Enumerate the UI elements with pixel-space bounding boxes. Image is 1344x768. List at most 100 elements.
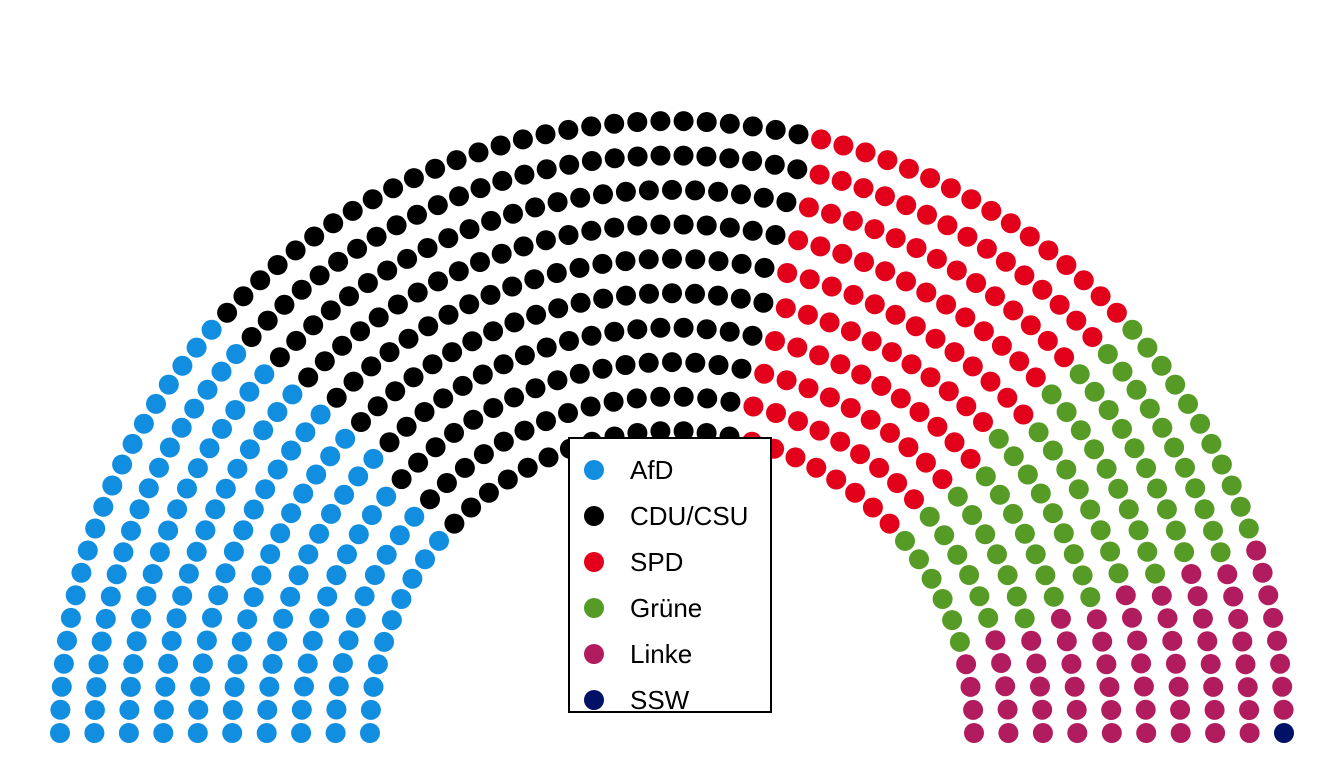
seat-afd (178, 563, 199, 584)
seat-cdu-csu (627, 319, 648, 340)
seat-afd (360, 723, 380, 743)
seat-cdu-csu (490, 135, 511, 156)
seat-cdu-csu (379, 342, 400, 363)
seat-afd (328, 676, 349, 697)
seat-afd (146, 393, 166, 414)
seat-afd (227, 458, 248, 479)
seat-cdu-csu (788, 124, 809, 145)
seat-cdu-csu (720, 391, 741, 412)
seat-cdu-csu (536, 411, 556, 432)
seat-linke (1192, 608, 1213, 629)
seat-cdu-csu (492, 170, 513, 191)
seat-afd (85, 518, 106, 539)
seat-linke (1032, 699, 1053, 720)
legend-marker-cdu-csu (584, 506, 604, 526)
legend-marker-gruene (584, 598, 604, 618)
seat-cdu-csu (558, 403, 578, 423)
seat-afd (155, 676, 176, 697)
seat-spd (854, 252, 874, 272)
seat-cdu-csu (433, 388, 454, 409)
seat-spd (981, 200, 1002, 221)
seat-gr-ne (1028, 422, 1049, 443)
seat-cdu-csu (454, 457, 475, 478)
seat-cdu-csu (662, 179, 682, 200)
seat-linke (1235, 654, 1256, 675)
seat-afd (77, 540, 98, 561)
seat-linke (1187, 586, 1208, 607)
seat-cdu-csu (673, 386, 694, 407)
seat-cdu-csu (558, 119, 579, 140)
seat-afd (294, 676, 314, 697)
seat-cdu-csu (241, 327, 262, 347)
seat-spd (898, 437, 919, 458)
seat-spd (775, 298, 796, 319)
seat-cdu-csu (408, 452, 429, 473)
seat-afd (120, 676, 141, 697)
seat-cdu-csu (250, 270, 271, 291)
seat-linke (1239, 723, 1260, 743)
seat-linke (963, 699, 984, 720)
seat-gr-ne (1128, 520, 1149, 541)
seat-cdu-csu (650, 214, 671, 235)
seat-gr-ne (1136, 458, 1157, 479)
seat-afd (367, 654, 388, 675)
seat-linke (1170, 723, 1191, 743)
seat-cdu-csu (463, 409, 484, 430)
seat-afd (376, 544, 397, 565)
seat-cdu-csu (514, 164, 535, 185)
seat-spd (890, 388, 911, 409)
seat-afd (112, 454, 133, 475)
seat-cdu-csu (627, 146, 648, 167)
legend-item-afd: AfD (570, 447, 770, 493)
seat-cdu-csu (696, 112, 717, 132)
seat-cdu-csu (367, 396, 388, 417)
seat-afd (374, 631, 395, 652)
seat-cdu-csu (328, 251, 349, 272)
seat-cdu-csu (444, 513, 465, 534)
seat-spd (788, 230, 809, 251)
seat-cdu-csu (776, 192, 797, 213)
seat-cdu-csu (309, 265, 330, 286)
seat-afd (149, 542, 170, 563)
seat-afd (257, 699, 278, 720)
seat-spd (976, 238, 997, 259)
seat-spd (826, 469, 847, 490)
seat-afd (381, 610, 402, 631)
seat-cdu-csu (323, 213, 344, 234)
seat-cdu-csu (696, 146, 717, 167)
seat-gr-ne (975, 524, 996, 545)
seat-afd (267, 459, 288, 480)
seat-afd (348, 466, 369, 487)
seat-spd (985, 286, 1005, 307)
seat-spd (832, 243, 853, 264)
seat-cdu-csu (379, 432, 400, 453)
seat-gr-ne (1063, 544, 1084, 565)
seat-spd (936, 294, 957, 315)
seat-cdu-csu (436, 473, 457, 493)
seat-gr-ne (1126, 379, 1147, 400)
seat-cdu-csu (603, 391, 624, 412)
seat-afd (100, 586, 121, 607)
seat-spd (961, 189, 982, 210)
seat-cdu-csu (536, 159, 557, 180)
legend-item-cdu-csu: CDU/CSU (570, 493, 770, 539)
legend-label-cdu-csu: CDU/CSU (630, 500, 749, 531)
seat-afd (360, 699, 381, 720)
seat-cdu-csu (570, 187, 591, 208)
seat-cdu-csu (787, 159, 808, 180)
seat-cdu-csu (503, 203, 523, 224)
seat-spd (810, 236, 831, 257)
seat-spd (877, 150, 898, 171)
seat-linke (1217, 564, 1238, 585)
seat-afd (335, 428, 356, 449)
seat-gr-ne (1164, 437, 1185, 458)
seat-cdu-csu (650, 111, 671, 132)
seat-afd (363, 676, 384, 697)
seat-afd (273, 608, 294, 629)
seat-cdu-csu (673, 214, 694, 235)
seat-gr-ne (1118, 499, 1139, 520)
seat-linke (1267, 630, 1287, 651)
seat-cdu-csu (398, 328, 419, 349)
seat-spd (956, 396, 977, 417)
